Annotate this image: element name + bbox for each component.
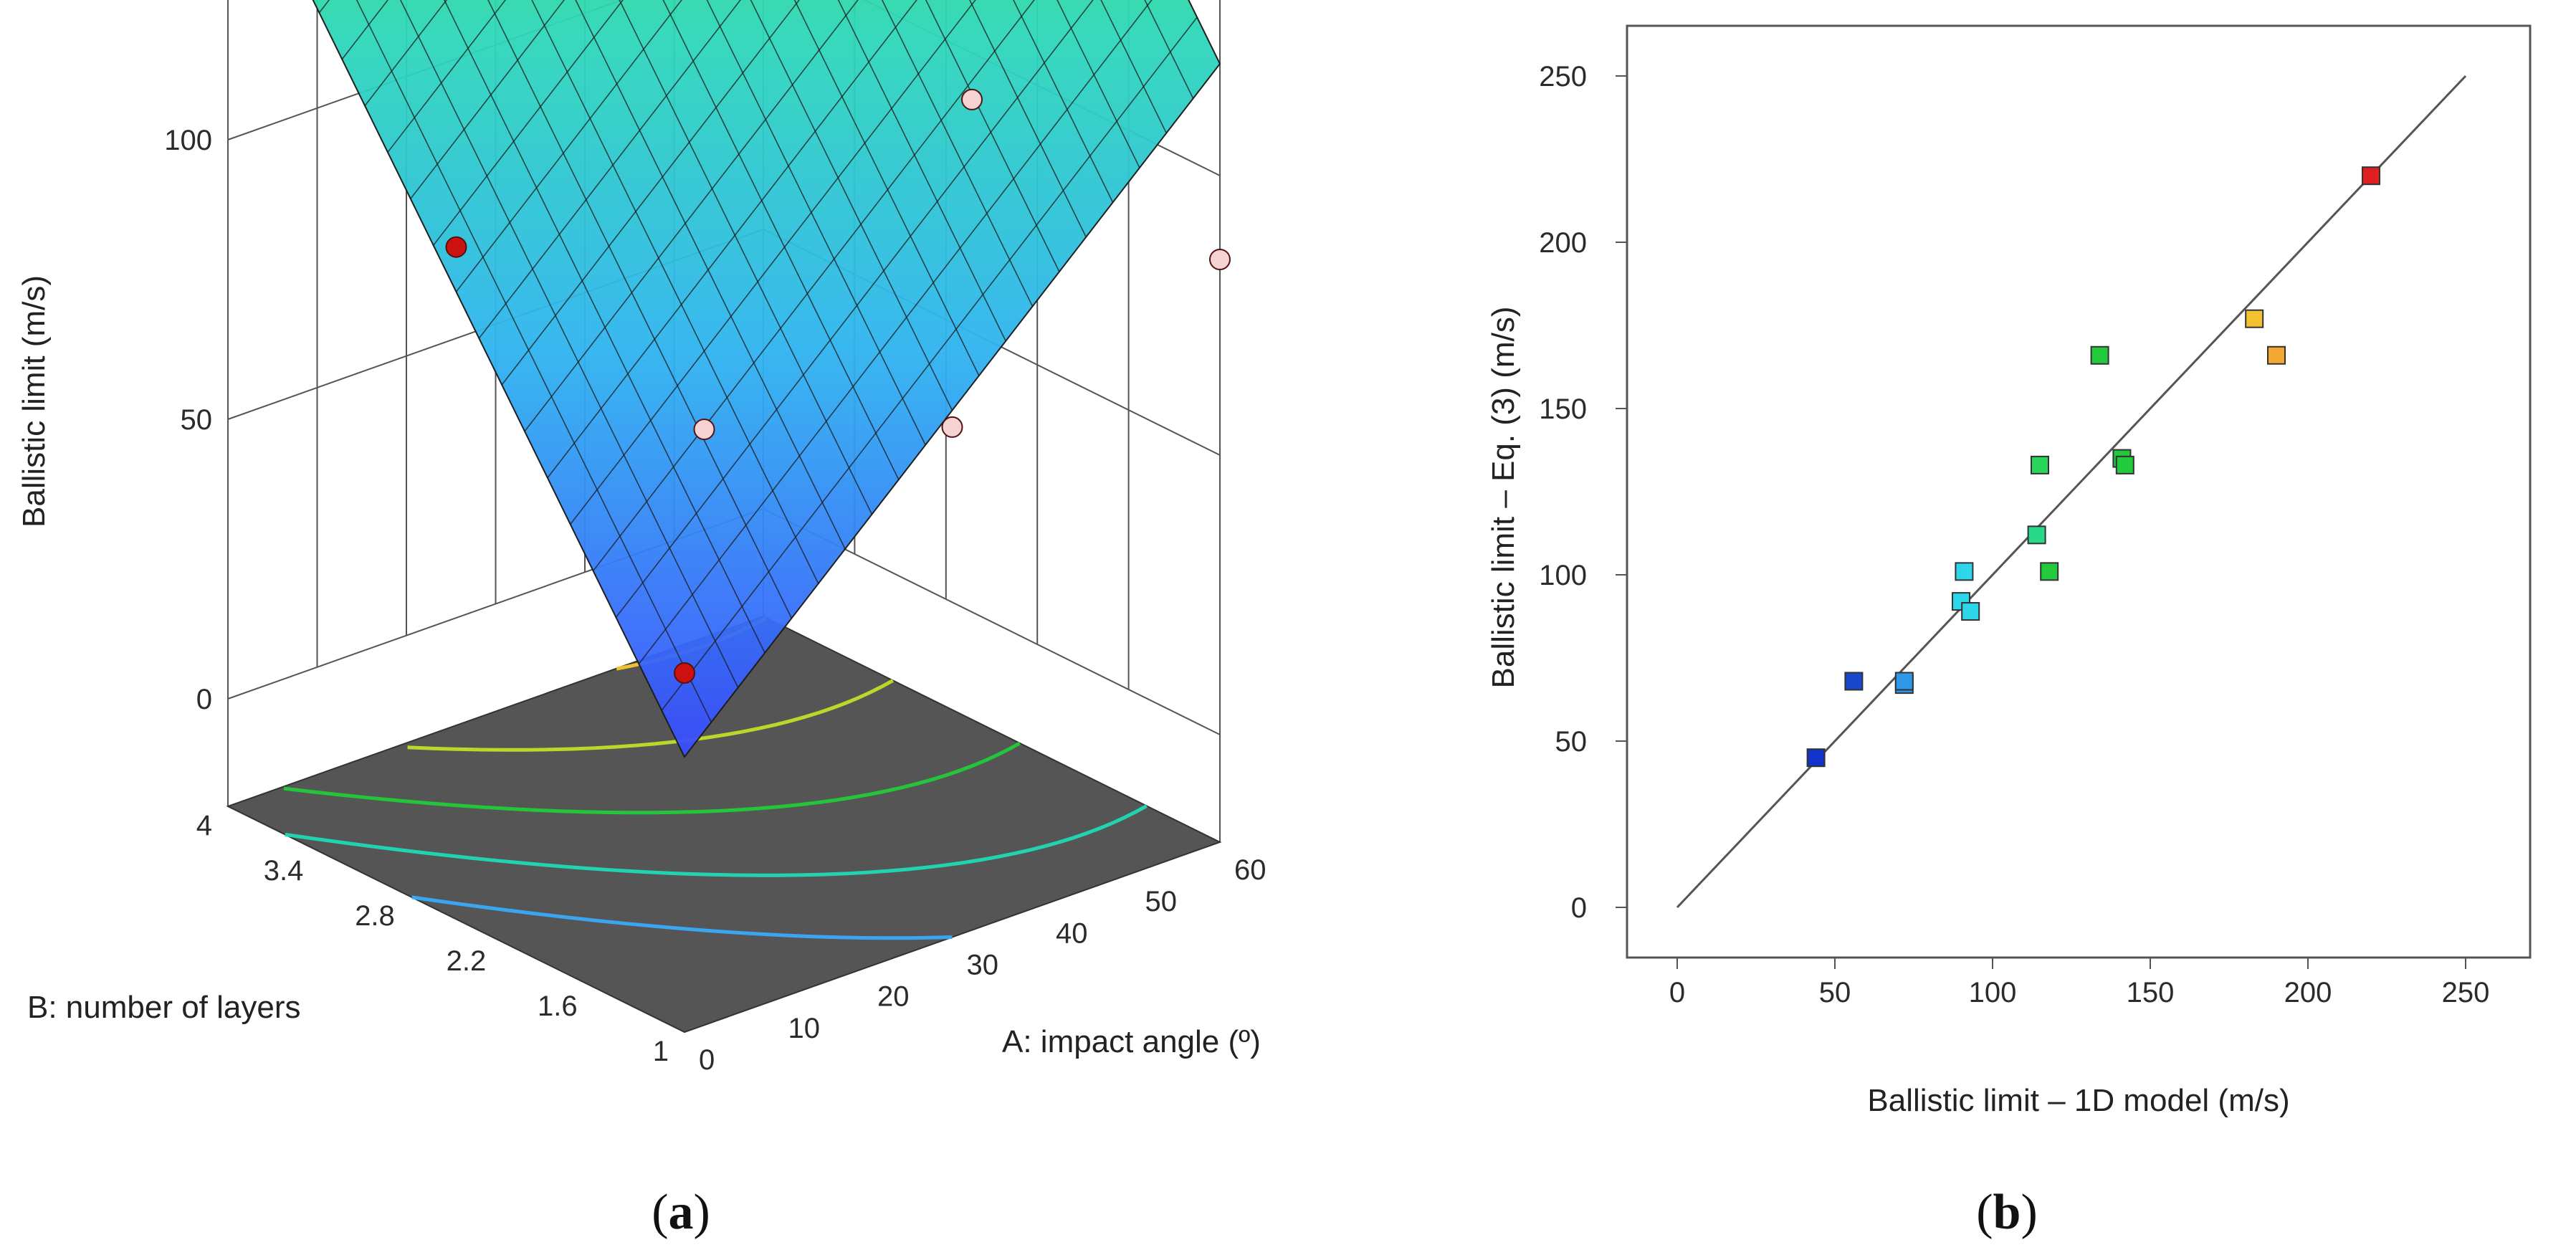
data-point [2267, 345, 2286, 365]
z-axis-label: Ballistic limit (m/s) [16, 275, 52, 528]
data-point [2362, 166, 2380, 186]
data-point [2040, 562, 2059, 581]
data-point [1952, 592, 1970, 611]
design-point [941, 416, 963, 438]
data-point [2027, 525, 2046, 545]
mesh-line [969, 0, 1087, 238]
y-tick-label: 250 [1539, 61, 1587, 92]
x-tick-label: 60 [1234, 854, 1266, 886]
x-tick-label: 250 [2442, 977, 2490, 1008]
response-surface [312, 0, 1221, 758]
x-tick-label: 50 [1819, 977, 1851, 1008]
mesh-line [750, 0, 953, 411]
mesh-line [455, 0, 682, 292]
x-tick-label: 150 [2127, 977, 2175, 1008]
y-tick-label: 1 [653, 1036, 669, 1067]
panel-label-a: (a) [652, 1185, 710, 1240]
mesh-line [387, 0, 507, 153]
surface-chart: 050100150200250010203040506011.62.22.83.… [16, 0, 1266, 1240]
y-tick-label: 2.8 [355, 900, 395, 932]
scatter-chart: 0 50 100 150 200 250 0 50 100 150 200 250 Ballistic… [1486, 24, 2532, 1240]
x-tick-label: 100 [1969, 977, 2017, 1008]
y-tick-label: 200 [1539, 227, 1587, 259]
y-tick-label: 150 [1539, 393, 1587, 425]
x-tick-label: 40 [1056, 917, 1088, 949]
mesh-line [433, 0, 624, 246]
data-point [2031, 455, 2049, 474]
y-tick-label: 50 [1555, 726, 1588, 758]
mesh-line [881, 0, 1034, 307]
x-axis-label: Ballistic limit – 1D model (m/s) [1867, 1083, 2289, 1118]
y-tick-label: 100 [1539, 560, 1587, 591]
mesh-line [478, 0, 741, 339]
data-point [1844, 672, 1864, 691]
y-tick-label: 3.4 [264, 855, 304, 887]
data-point [1961, 602, 1980, 621]
x-tick-label: 0 [1669, 977, 1685, 1008]
x-axis-label: A: impact angle (º) [1002, 1024, 1261, 1059]
contour-line [407, 679, 894, 752]
design-point [445, 236, 467, 258]
z-tick-label: 50 [181, 404, 213, 436]
reference-line [1676, 75, 2467, 909]
mesh-line [410, 0, 566, 199]
design-point [693, 419, 715, 440]
data-point [1894, 672, 1914, 691]
design-point [961, 88, 983, 110]
x-tick-label: 20 [877, 981, 910, 1013]
mesh-line [837, 0, 1006, 342]
data-point [1806, 748, 1826, 768]
y-axis-label: Ballistic limit – Eq. (3) (m/s) [1486, 307, 1521, 689]
data-point [2245, 309, 2264, 328]
x-tick-label: 200 [2284, 977, 2332, 1008]
z-tick-label: 0 [196, 684, 212, 715]
design-point [674, 662, 695, 684]
data-point [1955, 562, 1974, 581]
panel-label-b: (b) [1976, 1185, 2038, 1240]
y-tick-label: 2.2 [447, 945, 487, 977]
x-tick-label: 50 [1145, 886, 1178, 917]
z-tick-label: 100 [164, 125, 212, 156]
mesh-line [1056, 0, 1140, 168]
y-axis-label: B: number of layers [27, 990, 301, 1025]
contour-line [283, 741, 1021, 815]
y-tick-label: 0 [1571, 892, 1587, 924]
x-tick-label: 0 [699, 1044, 715, 1076]
design-point [1209, 249, 1231, 270]
x-tick-label: 10 [788, 1013, 821, 1044]
contour-line [411, 895, 953, 940]
y-tick-label: 4 [196, 810, 212, 841]
y-tick-label: 1.6 [538, 991, 578, 1022]
x-tick-label: 30 [967, 950, 999, 981]
data-point [2090, 345, 2109, 365]
mesh-line [925, 0, 1060, 272]
contour-line [285, 804, 1148, 877]
data-point [2115, 455, 2134, 474]
mesh-line [1013, 0, 1114, 203]
mesh-line [706, 0, 926, 446]
mesh-line [793, 0, 980, 376]
